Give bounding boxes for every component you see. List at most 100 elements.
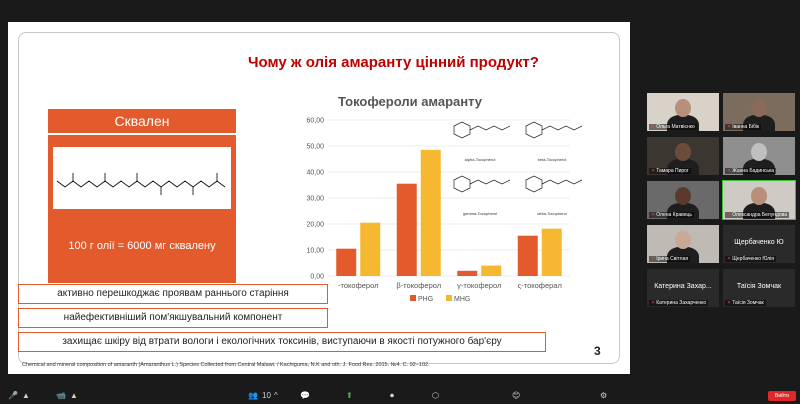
participant-name: Олена Кравець [656, 212, 692, 218]
participant-face [675, 187, 691, 205]
participant-tile[interactable]: Щербаченко Ю ✕Щербаченко Юлія [722, 224, 796, 264]
participant-name-label: ✕Таїсія Зомчак [725, 300, 766, 306]
mute-mic-icon[interactable]: 🎤 [8, 391, 18, 400]
participant-display-name: Катерина Захар... [654, 283, 712, 290]
participant-name-label: ✕Ірина Світлая [649, 256, 691, 262]
x-category-label: ς-токоферал [518, 281, 562, 290]
y-tick-label: 40,00 [306, 170, 324, 177]
participant-face [675, 231, 691, 249]
citation: Chemical and mineral composition of amar… [22, 362, 430, 368]
chart-title: Токофероли амаранту [338, 94, 483, 109]
benefit-1: активно перешкоджає проявам раннього ста… [18, 284, 328, 304]
participant-name-label: ✕Олена Кравець [649, 212, 694, 218]
slide-frame [18, 32, 620, 364]
legend-swatch-mhg [446, 295, 452, 301]
top-bar [0, 0, 800, 22]
participant-face [751, 99, 767, 117]
participant-display-name: Таїсія Зомчак [736, 283, 782, 290]
shared-slide: Чому ж олія амаранту цінний продукт? Скв… [8, 22, 630, 374]
participant-tile[interactable]: ✕Ірина Світлая [646, 224, 720, 264]
slide-number: 3 [594, 344, 601, 358]
video-camera-icon[interactable]: 📹 [56, 391, 66, 400]
legend-label: MHG [454, 296, 470, 303]
alpha-tocopherol-icon [453, 121, 511, 139]
gamma-tocopherol-label: gamma-Tocopherol [462, 211, 498, 216]
participant-name-label: ✕Тамара Пирог [649, 168, 691, 174]
participant-tile[interactable]: Катерина Захар... ✕Катерина Захарченко [646, 268, 720, 308]
muted-mic-icon: ✕ [651, 168, 656, 174]
chart-bar-mhg [360, 222, 381, 276]
participant-name: Олександра Белундова [732, 212, 788, 218]
benefit-3: захищає шкіру від втрати вологи і еколог… [18, 332, 546, 352]
more-settings-icon[interactable]: ⚙ [600, 391, 608, 400]
participant-name-label: ✕Щербаченко Юлія [725, 256, 776, 262]
chat-icon[interactable]: 💬 [300, 391, 310, 400]
delta-tocopherol-icon [525, 175, 583, 193]
participant-name: Жанна Бадинська [732, 168, 775, 174]
gamma-tocopherol-structure: gamma-Tocopherol [448, 170, 512, 216]
muted-mic-icon: ✕ [727, 168, 732, 174]
legend-label: PHG [418, 296, 433, 303]
chart-bar-phg [336, 248, 357, 276]
record-icon[interactable]: ⏺ [390, 391, 394, 400]
participant-tile[interactable]: ✕Іванна Бібік [722, 92, 796, 132]
video-options-chevron-icon[interactable]: ▲ [70, 391, 78, 400]
leave-meeting-button[interactable]: Вийти [768, 391, 796, 401]
y-tick-label: 10,00 [306, 248, 324, 255]
participants-icon[interactable]: 👥 [248, 391, 258, 400]
y-tick-label: 60,00 [306, 118, 324, 125]
muted-mic-icon: ✕ [727, 256, 732, 262]
participant-tile[interactable]: ✕Олександра Белундова [722, 180, 796, 220]
participant-name-label: ✕Ольга Матвієнко [649, 124, 697, 130]
x-category-label: γ-токоферол [457, 281, 501, 290]
participant-name: Ірина Світлая [656, 256, 689, 262]
participant-face [751, 187, 767, 205]
y-tick-label: 50,00 [306, 144, 324, 151]
beta-tocopherol-icon [525, 121, 583, 139]
muted-mic-icon: ✕ [727, 124, 732, 130]
participant-name-label: ✕Олександра Белундова [725, 212, 790, 218]
muted-mic-icon: ✕ [727, 300, 732, 306]
squalene-panel: 100 г олії = 6000 мг сквалену [48, 135, 236, 283]
x-category-label: β-токоферол [396, 281, 441, 290]
muted-mic-icon: ✕ [651, 300, 656, 306]
participant-display-name: Щербаченко Ю [734, 239, 784, 246]
participant-face [675, 99, 691, 117]
participant-name: Тамара Пирог [656, 168, 689, 174]
chart-bar-mhg [481, 265, 502, 276]
participant-face [751, 143, 767, 161]
participant-tile[interactable]: ✕Жанна Бадинська [722, 136, 796, 176]
slide-title: Чому ж олія амаранту цінний продукт? [248, 54, 539, 71]
squalene-structure-image [53, 147, 231, 209]
delta-tocopherol-label: delta-Tocopherol [537, 211, 567, 216]
participant-tile[interactable]: Таїсія Зомчак ✕Таїсія Зомчак [722, 268, 796, 308]
squalene-header: Сквален [48, 109, 236, 133]
participant-name: Ольга Матвієнко [656, 124, 695, 130]
chart-bar-mhg [420, 149, 441, 276]
participant-name-label: ✕Іванна Бібік [725, 124, 762, 130]
participant-name: Таїсія Зомчак [732, 300, 764, 306]
participant-name-label: ✕Жанна Бадинська [725, 168, 777, 174]
y-tick-label: 0,00 [310, 274, 324, 281]
participant-tile[interactable]: ✕Ольга Матвієнко [646, 92, 720, 132]
participants-count: 10 [262, 391, 271, 400]
chart-bar-phg [457, 270, 478, 276]
participant-tile[interactable]: ✕Олена Кравець [646, 180, 720, 220]
beta-tocopherol-structure: beta-Tocopherol [520, 116, 584, 162]
audio-options-chevron-icon[interactable]: ▲ [22, 391, 30, 400]
breakout-rooms-icon[interactable]: ⬡ [432, 391, 439, 400]
participant-name-label: ✕Катерина Захарченко [649, 300, 709, 306]
share-screen-icon[interactable]: ⬆ [346, 391, 353, 400]
delta-tocopherol-structure: delta-Tocopherol [520, 170, 584, 216]
meeting-toolbar: 🎤 ▲ 📹 ▲ 👥 10 ^ 💬 ⬆ ⏺ ⬡ 😊 ⚙ [0, 388, 800, 404]
reactions-icon[interactable]: 😊 [512, 391, 521, 400]
y-tick-label: 20,00 [306, 222, 324, 229]
beta-tocopherol-label: beta-Tocopherol [537, 157, 567, 162]
alpha-tocopherol-label: alpha-Tocopherol [464, 157, 496, 162]
gamma-tocopherol-icon [453, 175, 511, 193]
participant-tile[interactable]: ✕Тамара Пирог [646, 136, 720, 176]
chart-bar-phg [517, 235, 538, 276]
participant-face [675, 143, 691, 161]
participants-chevron-icon[interactable]: ^ [274, 391, 278, 400]
